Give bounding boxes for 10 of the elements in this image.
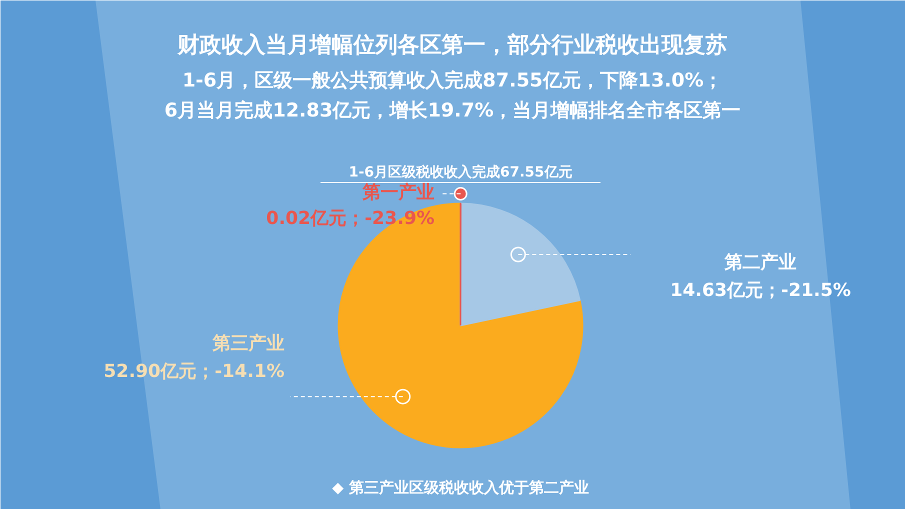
text: 1-6月区级税收收入完成67.55亿元: [348, 164, 572, 180]
data-label: 52.90亿元；-14.1%: [104, 361, 285, 382]
chart-title: 财政收入当月增幅位列各区第一，部分行业税收出现复苏: [176, 32, 728, 58]
chart-subtitle: 1-6月，区级一般公共预算收入完成87.55亿元，下降13.0%； 6月当月完成12.83亿元，增长19.7%，当月增幅排名全市各区第一: [164, 70, 741, 122]
data-label: 0.02亿元；-23.9%: [266, 208, 434, 229]
data-label: 14.63亿元；-21.5%: [670, 280, 851, 301]
slice-label: 第二产业: [724, 252, 796, 273]
slice-label: 第三产业: [212, 333, 284, 354]
text: ◆ 第三产业区级税收收入优于第二产业: [332, 478, 589, 496]
legend-label: 第一产业: [362, 182, 434, 203]
